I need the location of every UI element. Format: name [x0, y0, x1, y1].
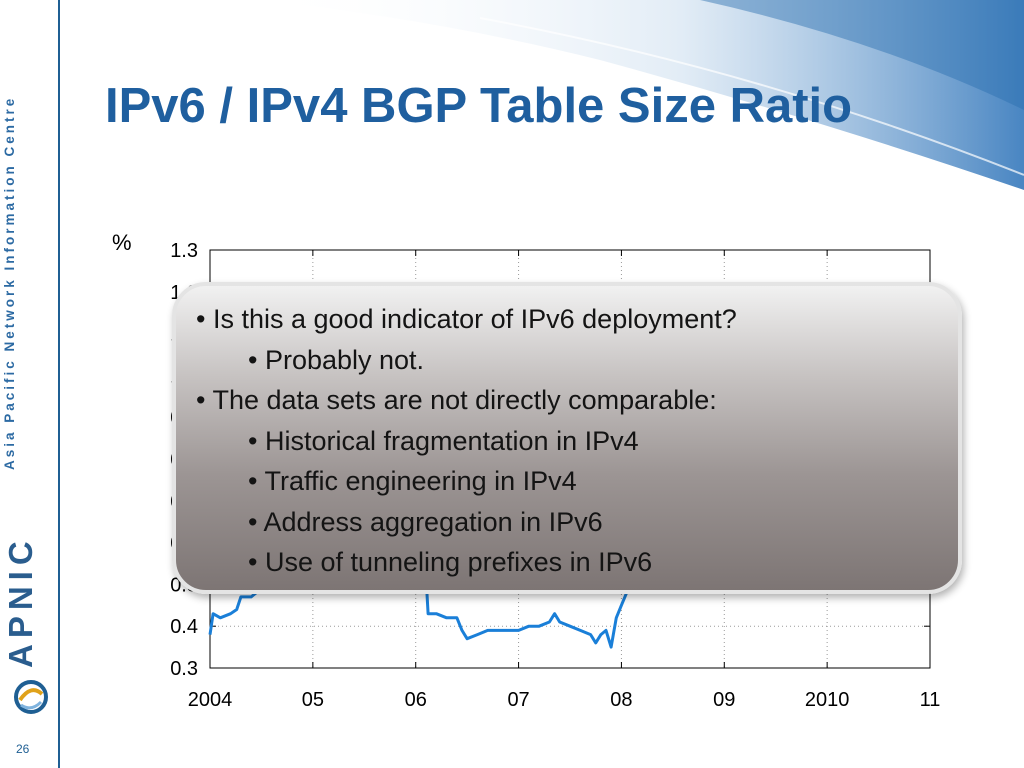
x-tick-label: 07 [507, 689, 529, 711]
x-tick-label: 09 [713, 689, 735, 711]
slide-title: IPv6 / IPv4 BGP Table Size Ratio [105, 79, 853, 133]
x-tick-label: 05 [302, 689, 324, 711]
y-tick-label: 0.3 [170, 658, 198, 680]
x-tick-label: 08 [610, 689, 632, 711]
y-axis-label: % [112, 230, 132, 255]
callout-bullet: • The data sets are not directly compara… [196, 385, 717, 415]
callout-bullet: • Address aggregation in IPv6 [248, 506, 603, 537]
x-tick-label: 2010 [805, 689, 850, 711]
x-tick-label: 11 [920, 689, 941, 711]
page-number: 26 [16, 742, 30, 756]
x-tick-label: 06 [405, 689, 427, 711]
callout-bullet: • Is this a good indicator of IPv6 deplo… [196, 304, 737, 334]
x-tick-label: 2004 [188, 689, 233, 711]
header-swoosh [260, 0, 1024, 190]
y-tick-label: 1.3 [170, 240, 198, 262]
callout-box: • Is this a good indicator of IPv6 deplo… [172, 282, 962, 594]
callout-bullet: • Probably not. [248, 344, 425, 375]
y-tick-label: 0.4 [170, 616, 198, 638]
callout-bullet: • Traffic engineering in IPv4 [248, 466, 577, 496]
apnic-logo-icon [14, 680, 48, 714]
callout-bullet: • Use of tunneling prefixes in IPv6 [248, 547, 653, 577]
sidebar: Asia Pacific Network Information Centre … [0, 0, 60, 768]
callout-bullet: • Historical fragmentation in IPv4 [248, 425, 639, 456]
